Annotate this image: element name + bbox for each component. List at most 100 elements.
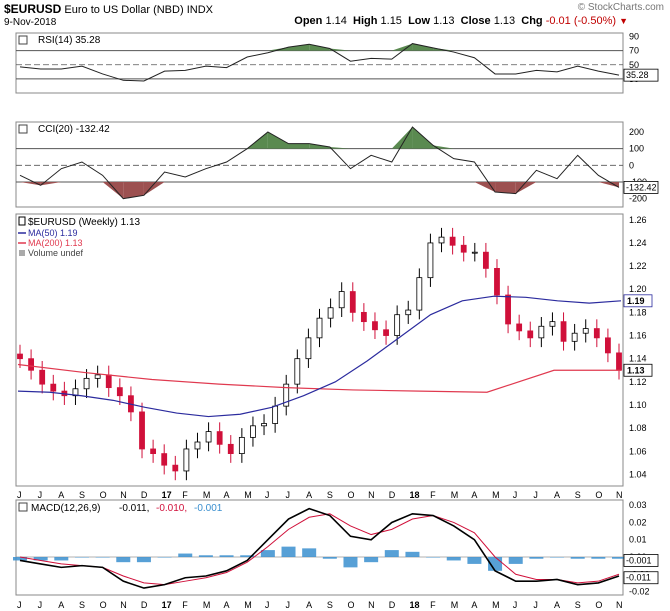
price-x-label: N bbox=[368, 490, 375, 500]
rsi-frame bbox=[15, 32, 624, 94]
price-tick-label: 1.06 bbox=[629, 446, 647, 456]
price-x-label: O bbox=[100, 490, 107, 500]
price-candle bbox=[161, 453, 168, 466]
cci-oversold-fill bbox=[102, 182, 124, 199]
price-candle bbox=[471, 251, 478, 254]
price-x-label: A bbox=[58, 490, 64, 500]
high-label: High bbox=[353, 15, 378, 27]
cci-overbought-fill bbox=[288, 143, 310, 149]
macd-last-label: -0.011 bbox=[626, 573, 651, 583]
macd-x-label: A bbox=[554, 600, 560, 610]
price-x-label: J bbox=[265, 490, 270, 500]
price-x-label: M bbox=[244, 490, 252, 500]
price-candle bbox=[227, 443, 234, 454]
macd-title-box bbox=[18, 502, 28, 512]
macd-histogram-bar bbox=[405, 551, 420, 557]
price-x-label: S bbox=[575, 490, 581, 500]
price-candle bbox=[338, 291, 345, 309]
price-x-label: 18 bbox=[409, 490, 419, 500]
price-x-label: J bbox=[513, 490, 518, 500]
rsi-title: RSI(14) 35.28 bbox=[38, 35, 101, 46]
low-value: 1.13 bbox=[433, 15, 455, 27]
macd-x-label: D bbox=[389, 600, 396, 610]
macd-histogram-bar bbox=[219, 555, 234, 557]
price-candle bbox=[316, 317, 323, 339]
macd-histogram-bar bbox=[136, 557, 151, 563]
price-tick-label: 1.22 bbox=[629, 261, 647, 271]
ma50-legend-label: MA(50) 1.19 bbox=[28, 228, 78, 238]
volume-legend-icon bbox=[19, 250, 25, 256]
macd-histogram-bar bbox=[198, 555, 213, 557]
macd-histogram-bar bbox=[529, 557, 544, 559]
macd-histogram-bar bbox=[446, 557, 461, 561]
macd-tick-label: 0.02 bbox=[629, 517, 647, 527]
exchange: INDX bbox=[186, 4, 213, 16]
macd-histogram-bar bbox=[426, 557, 441, 558]
macd-histogram-bar bbox=[281, 546, 296, 557]
macd-histogram-bar bbox=[364, 557, 379, 563]
macd-hist-value: -0.001 bbox=[194, 503, 223, 514]
rsi-tick-label: 50 bbox=[629, 60, 639, 70]
macd-x-label: N bbox=[368, 600, 375, 610]
price-candle bbox=[582, 328, 589, 334]
price-candle bbox=[72, 388, 79, 397]
cci-title: CCI(20) -132.42 bbox=[38, 124, 110, 135]
close-value: 1.13 bbox=[493, 15, 516, 27]
price-last-label: 1.13 bbox=[627, 365, 645, 375]
price-x-label: J bbox=[38, 490, 43, 500]
macd-histogram-bar bbox=[591, 557, 606, 559]
cci-oversold-fill bbox=[123, 182, 144, 199]
price-candle bbox=[250, 425, 256, 438]
price-candle bbox=[494, 267, 500, 296]
cci-overbought-fill bbox=[433, 145, 454, 149]
macd-histogram-bar bbox=[550, 557, 565, 558]
macd-histogram-bar bbox=[74, 557, 89, 558]
price-candle bbox=[394, 314, 401, 336]
price-candle bbox=[105, 374, 112, 389]
macd-x-label: F bbox=[182, 600, 188, 610]
cci-frame bbox=[15, 121, 624, 208]
open-label: Open bbox=[294, 15, 323, 27]
price-candle bbox=[549, 321, 556, 327]
macd-histogram-bar bbox=[260, 550, 275, 557]
macd-last-label-box bbox=[623, 571, 659, 585]
macd-x-label: A bbox=[306, 600, 312, 610]
price-tick-label: 1.18 bbox=[629, 307, 647, 317]
price-candle bbox=[571, 332, 578, 342]
cci-overbought-fill bbox=[412, 127, 434, 149]
price-tick-label: 1.08 bbox=[629, 423, 647, 433]
rsi-overbought-fill bbox=[288, 44, 310, 51]
cci-oversold-fill bbox=[143, 182, 165, 196]
cci-tick-label: -200 bbox=[629, 194, 647, 204]
macd-histogram-bar bbox=[178, 553, 193, 557]
rsi-tick-label: 70 bbox=[629, 46, 639, 56]
macd-x-label: M bbox=[492, 600, 500, 610]
macd-x-label: J bbox=[38, 600, 43, 610]
macd-histogram-bar bbox=[467, 557, 482, 564]
macd-x-label: N bbox=[616, 600, 623, 610]
macd-x-label: O bbox=[595, 600, 602, 610]
close-label: Close bbox=[460, 15, 491, 27]
price-candle bbox=[327, 307, 334, 319]
macd-x-label: J bbox=[513, 600, 518, 610]
price-x-label: M bbox=[451, 490, 459, 500]
price-tick-label: 1.24 bbox=[629, 238, 647, 248]
price-x-label: A bbox=[471, 490, 477, 500]
macd-hist-last-label: -0.001 bbox=[626, 555, 652, 565]
price-candle bbox=[427, 242, 434, 279]
cci-tick-label: 100 bbox=[629, 144, 644, 154]
price-x-label: N bbox=[616, 490, 623, 500]
price-candle bbox=[460, 244, 467, 253]
price-candle bbox=[116, 387, 123, 397]
cci-overbought-fill bbox=[391, 127, 413, 149]
price-x-label: S bbox=[327, 490, 333, 500]
macd-histogram-bar bbox=[13, 557, 27, 561]
macd-histogram-bar bbox=[322, 557, 337, 559]
cci-oversold-fill bbox=[515, 182, 537, 194]
volume-legend-label: Volume undef bbox=[28, 248, 84, 258]
macd-value: -0.011, bbox=[119, 503, 149, 514]
price-frame bbox=[15, 213, 624, 487]
cci-tick-label: 0 bbox=[629, 160, 634, 170]
price-tick-label: 1.16 bbox=[629, 331, 647, 341]
